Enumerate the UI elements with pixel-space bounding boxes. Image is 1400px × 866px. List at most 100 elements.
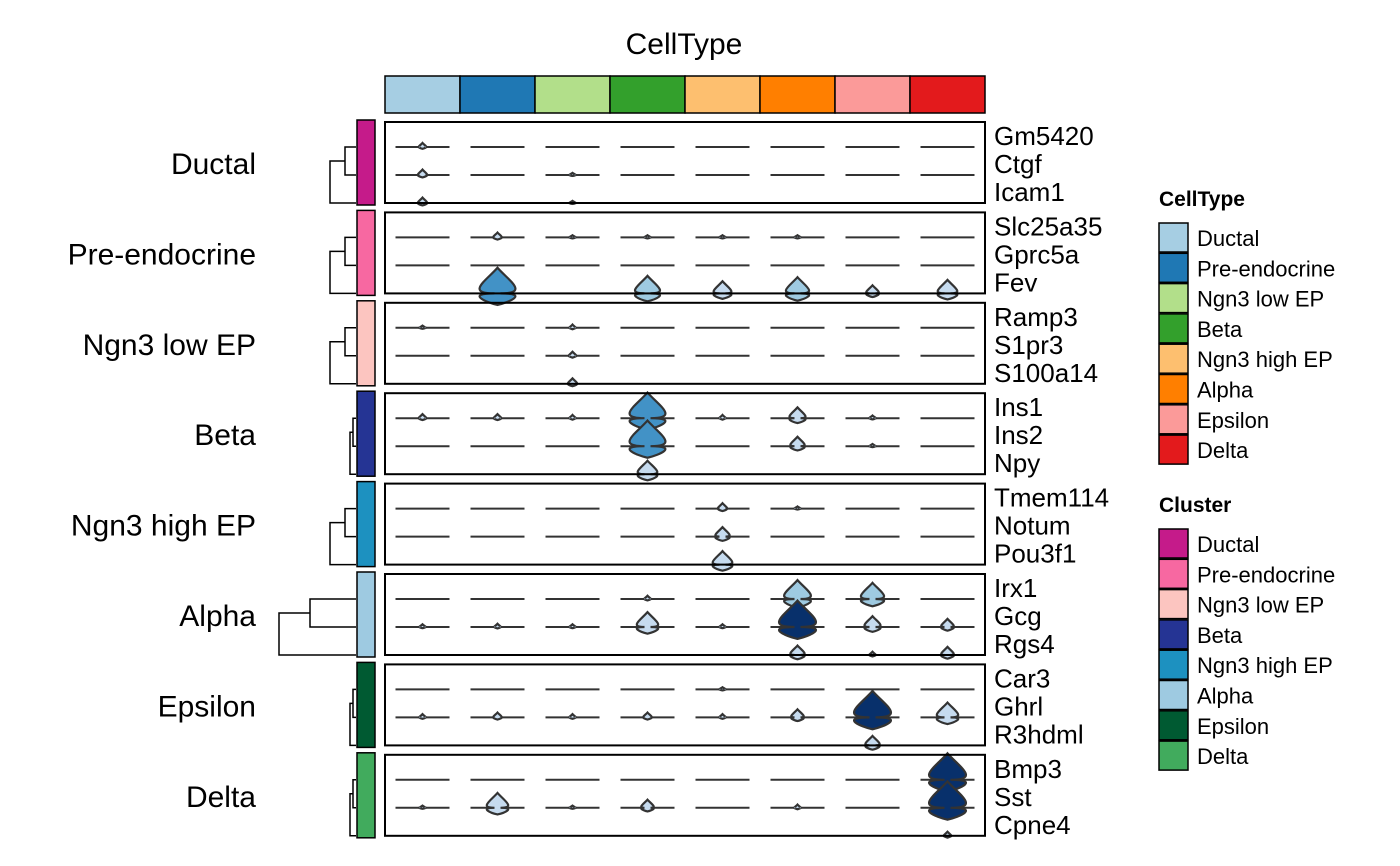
violin-s1pr3-ngn3-low-ep [567, 350, 578, 359]
gene-label-pou3f1: Pou3f1 [994, 539, 1076, 569]
legend-entry-cluster-delta: Delta [1197, 744, 1249, 769]
violin-gcg-delta [940, 617, 955, 632]
violin-ins1-alpha [788, 405, 807, 425]
violin-slc25a35-alpha [793, 233, 802, 240]
violin-ins1-ngn3-low-ep [568, 413, 577, 421]
gene-label-gcg: Gcg [994, 601, 1042, 631]
legend-swatch-celltype-beta [1158, 313, 1189, 344]
violin-ramp3-ngn3-low-ep [568, 322, 577, 331]
violin-slc25a35-ngn3-low-ep [568, 233, 577, 240]
violin-rgs4-delta [940, 645, 955, 660]
gene-label-tmem114: Tmem114 [994, 483, 1109, 513]
legend-celltype: CellType Ductal Pre-endocrine Ngn3 low EP Be… [1158, 188, 1335, 465]
legend-entry-cluster-ngn3-low-ep: Ngn3 low EP [1197, 593, 1324, 618]
violin-gcg-ductal [418, 622, 427, 630]
violin-fev-alpha [784, 275, 811, 302]
legend-swatch-cluster-alpha [1158, 679, 1189, 711]
gene-label-s1pr3: S1pr3 [994, 330, 1063, 360]
panel-ductal [384, 121, 986, 207]
gene-label-slc25a35: Slc25a35 [994, 211, 1102, 241]
violin-ghrl-ductal [418, 712, 427, 720]
cluster-label-ngn3-high-ep: Ngn3 high EP [71, 510, 256, 543]
panel-delta [384, 751, 986, 839]
gene-label-cpne4: Cpne4 [994, 810, 1071, 840]
cluster-label-epsilon: Epsilon [158, 690, 256, 723]
gene-label-gprc5a: Gprc5a [994, 239, 1080, 269]
violin-slc25a35-ngn3-high-ep [718, 233, 727, 240]
violin-fev-ngn3-high-ep [712, 279, 733, 300]
celltype-annotation-bar [384, 75, 986, 114]
legend-swatch-celltype-ductal [1158, 222, 1189, 253]
panel-border-ngn3-low-ep [384, 301, 986, 385]
cluster-strip-ngn3-low-ep [356, 300, 376, 387]
cluster-annotations: Ductal Pre-endocrine Ngn3 low EP Beta Ngn3 h… [68, 119, 376, 839]
violin-npy-beta [636, 459, 659, 482]
violin-rgs4-alpha [789, 643, 806, 661]
legend-swatch-cluster-delta [1158, 740, 1189, 771]
violin-bmp3-delta [928, 751, 967, 793]
violin-gcg-pre-endocrine [493, 622, 502, 630]
legend-entry-celltype-ductal: Ductal [1197, 226, 1259, 251]
violin-ins2-epsilon [868, 442, 877, 449]
legend-entry-celltype-epsilon: Epsilon [1197, 408, 1269, 433]
legend-swatch-cluster-ngn3-low-ep [1158, 588, 1189, 620]
legends: CellType Ductal Pre-endocrine Ngn3 low EP Be… [1158, 188, 1335, 771]
panel-border-epsilon [384, 663, 986, 747]
cluster-strip-alpha [356, 571, 376, 658]
dendrogram-ngn3-high-ep [329, 507, 356, 566]
celltype-cell-beta [609, 75, 686, 114]
violin-ins2-alpha [789, 435, 806, 452]
legend-swatch-cluster-epsilon [1158, 710, 1189, 741]
gene-label-npy: Npy [994, 448, 1040, 478]
cluster-label-ngn3-low-ep: Ngn3 low EP [83, 329, 256, 362]
violin-sst-pre-endocrine [485, 791, 510, 816]
panel-border-delta [384, 753, 986, 837]
cluster-strip-delta [356, 752, 376, 839]
violin-ins1-epsilon [868, 413, 877, 421]
gene-label-fev: Fev [994, 267, 1037, 297]
violin-ctgf-ngn3-low-ep [568, 171, 577, 178]
panel-pre-endocrine [384, 211, 986, 307]
legend-swatch-celltype-epsilon [1158, 404, 1189, 435]
violin-ghrl-delta [935, 700, 960, 726]
legend-entry-cluster-epsilon: Epsilon [1197, 714, 1269, 739]
legend-swatch-cluster-ductal [1158, 528, 1189, 559]
panel-border-alpha [384, 573, 986, 656]
gene-label-ins1: Ins1 [994, 392, 1043, 422]
celltype-cell-pre-endocrine [459, 75, 536, 114]
violin-fev-beta [633, 274, 662, 303]
violin-sst-alpha [793, 802, 802, 811]
violin-icam1-ductal [416, 195, 429, 207]
legend-swatch-celltype-delta [1158, 434, 1189, 465]
violin-ghrl-alpha [790, 707, 805, 723]
violin-s100a14-ngn3-low-ep [566, 376, 579, 388]
legend-swatch-celltype-ngn3-low-ep [1158, 282, 1189, 314]
panel-beta [384, 390, 986, 482]
panel-border-pre-endocrine [384, 211, 986, 295]
gene-label-gm5420: Gm5420 [994, 121, 1094, 151]
legend-entry-cluster-pre-endocrine: Pre-endocrine [1197, 562, 1335, 587]
dendrogram-epsilon [349, 688, 356, 747]
violin-ins1-ductal [417, 412, 428, 422]
legend-entry-celltype-ngn3-low-ep: Ngn3 low EP [1197, 287, 1324, 312]
legend-swatch-cluster-ngn3-high-ep [1158, 649, 1189, 680]
cluster-strip-epsilon [356, 661, 376, 749]
celltype-cell-ductal [384, 75, 461, 114]
legend-entry-cluster-beta: Beta [1197, 623, 1243, 648]
violin-gcg-beta [635, 610, 660, 635]
gene-label-irx1: Irx1 [994, 573, 1037, 603]
violin-ghrl-beta [642, 710, 653, 721]
violin-gcg-ngn3-low-ep [568, 622, 577, 630]
gene-label-s100a14: S100a14 [994, 358, 1098, 388]
celltype-cell-ngn3-high-ep [684, 75, 761, 114]
legend-entry-celltype-beta: Beta [1197, 317, 1243, 342]
violin-tmem114-ngn3-high-ep [716, 501, 729, 513]
panel-alpha [384, 573, 986, 661]
gene-label-ghrl: Ghrl [994, 691, 1043, 721]
violin-fev-pre-endocrine [478, 266, 517, 307]
legend-entry-cluster-alpha: Alpha [1197, 684, 1254, 709]
violin-sst-beta [640, 798, 655, 813]
violin-ghrl-pre-endocrine [492, 710, 503, 721]
